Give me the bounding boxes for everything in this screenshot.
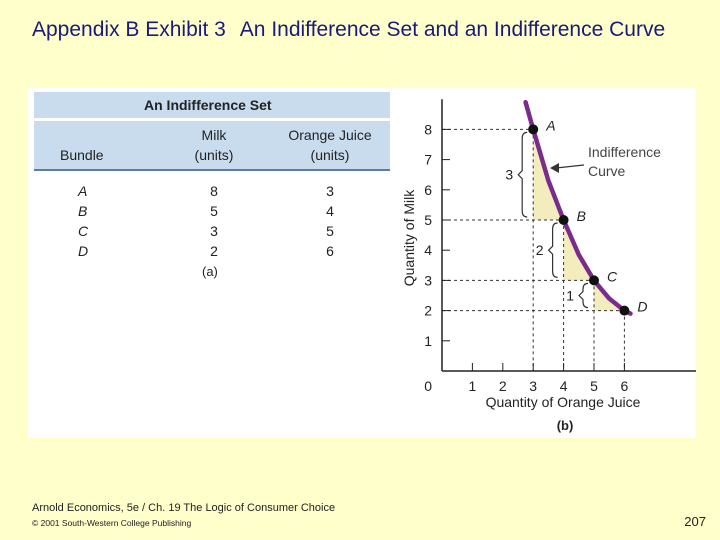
y-tick-label: 8 <box>424 121 432 137</box>
drop-label: 1 <box>566 288 574 304</box>
bracket <box>517 131 528 218</box>
footer-source: Arnold Economics, 5e / Ch. 19 The Logic … <box>32 502 336 514</box>
shaded-area <box>533 129 564 220</box>
column-header-orange-juice: Orange Juice (units) <box>270 125 390 165</box>
title-main: An Indifference Set and an Indifference … <box>239 18 666 41</box>
cell-bundle: C <box>78 223 89 239</box>
y-tick-label: 1 <box>424 333 432 349</box>
curve-layer <box>523 99 633 316</box>
x-tick-label: 4 <box>560 378 568 394</box>
x-axis-label: Quantity of Orange Juice <box>486 394 641 410</box>
column-header-line: Bundle <box>60 147 104 163</box>
x-tick-label: 6 <box>621 378 629 394</box>
cell-orange-juice: 4 <box>326 203 334 219</box>
axes <box>441 99 696 372</box>
bracket <box>547 222 558 278</box>
cell-bundle: D <box>78 243 89 259</box>
indifference-curve-graph: 1 2 3 4 5 6 7 8 1 2 3 4 5 6 0 Quantity of Orange Juice Q… <box>401 99 696 433</box>
x-tick-label: 1 <box>469 378 477 394</box>
footer-copyright: © 2001 South-Western College Publishing <box>32 518 192 528</box>
table-row: C 3 5 <box>34 221 390 241</box>
table-title: An Indifference Set <box>34 92 390 118</box>
cell-orange-juice: 5 <box>326 223 334 239</box>
shaded-area <box>594 280 625 311</box>
cell-bundle: B <box>78 203 88 219</box>
panel-label-b: (b) <box>557 418 574 433</box>
indifference-curve <box>523 99 633 316</box>
page-number: 207 <box>684 514 706 529</box>
origin-label: 0 <box>424 378 432 394</box>
data-points <box>528 124 630 316</box>
cell-milk: 5 <box>210 203 218 219</box>
y-tick-label: 2 <box>424 303 432 319</box>
table-body: A 8 3 B 5 4 C 3 5 D 2 6 <box>34 181 390 261</box>
text-labels: 1 2 3 4 5 6 7 8 1 2 3 4 5 6 0 Quantity of Orange Juice Q… <box>401 117 661 433</box>
point-label: D <box>637 299 647 315</box>
cell-milk: 8 <box>210 183 218 199</box>
curve-annotation-line: Curve <box>588 163 626 179</box>
cell-milk: 3 <box>210 223 218 239</box>
point-label: C <box>607 268 618 284</box>
table-header: Bundle Milk (units) Orange Juice (units) <box>34 118 390 171</box>
table-row: D 2 6 <box>34 241 390 261</box>
y-axis-label: Quantity of Milk <box>401 189 417 286</box>
indifference-set-table: An Indifference Set Bundle Milk (units) … <box>34 92 390 279</box>
column-header-line: Orange Juice <box>288 127 372 143</box>
bracket <box>578 282 589 309</box>
column-header-milk: Milk (units) <box>174 125 254 165</box>
guide-lines <box>442 128 625 371</box>
cell-milk: 2 <box>210 243 218 259</box>
cell-orange-juice: 3 <box>326 183 334 199</box>
data-point <box>528 124 539 135</box>
point-label: A <box>545 117 555 133</box>
y-tick-label: 5 <box>424 212 432 228</box>
column-header-line: Milk <box>201 127 227 143</box>
cell-orange-juice: 6 <box>326 243 334 259</box>
panel-label-a: (a) <box>202 264 218 279</box>
data-point <box>619 305 630 316</box>
drop-label: 3 <box>505 167 513 183</box>
cell-bundle: A <box>78 183 88 199</box>
annotation-arrow-line <box>555 164 585 169</box>
column-header-bundle: Bundle <box>60 145 104 165</box>
area-fills <box>533 129 625 311</box>
drop-label: 2 <box>536 242 544 258</box>
point-label: B <box>577 208 586 224</box>
curve-annotation-line: Indifference <box>588 144 661 160</box>
column-header-line: (units) <box>194 147 234 163</box>
y-tick-label: 6 <box>424 182 432 198</box>
column-header-line: (units) <box>310 147 350 163</box>
brackets <box>517 131 589 309</box>
x-tick-label: 2 <box>499 378 507 394</box>
annotation-arrow-head <box>550 163 559 173</box>
title-prefix: Appendix B Exhibit 3 <box>32 18 226 41</box>
table-row: A 8 3 <box>34 181 390 201</box>
y-tick-label: 3 <box>424 272 432 288</box>
slide-title: Appendix B Exhibit 3 An Indifference Set… <box>32 16 712 43</box>
y-tick-label: 7 <box>424 152 432 168</box>
figure-panel: An Indifference Set Bundle Milk (units) … <box>28 88 696 438</box>
x-tick-label: 5 <box>590 378 598 394</box>
table-row: B 5 4 <box>34 201 390 221</box>
y-tick-label: 4 <box>424 242 432 258</box>
shaded-area <box>563 220 594 281</box>
x-tick-label: 3 <box>529 378 537 394</box>
data-point <box>589 275 599 286</box>
data-point <box>558 215 569 225</box>
